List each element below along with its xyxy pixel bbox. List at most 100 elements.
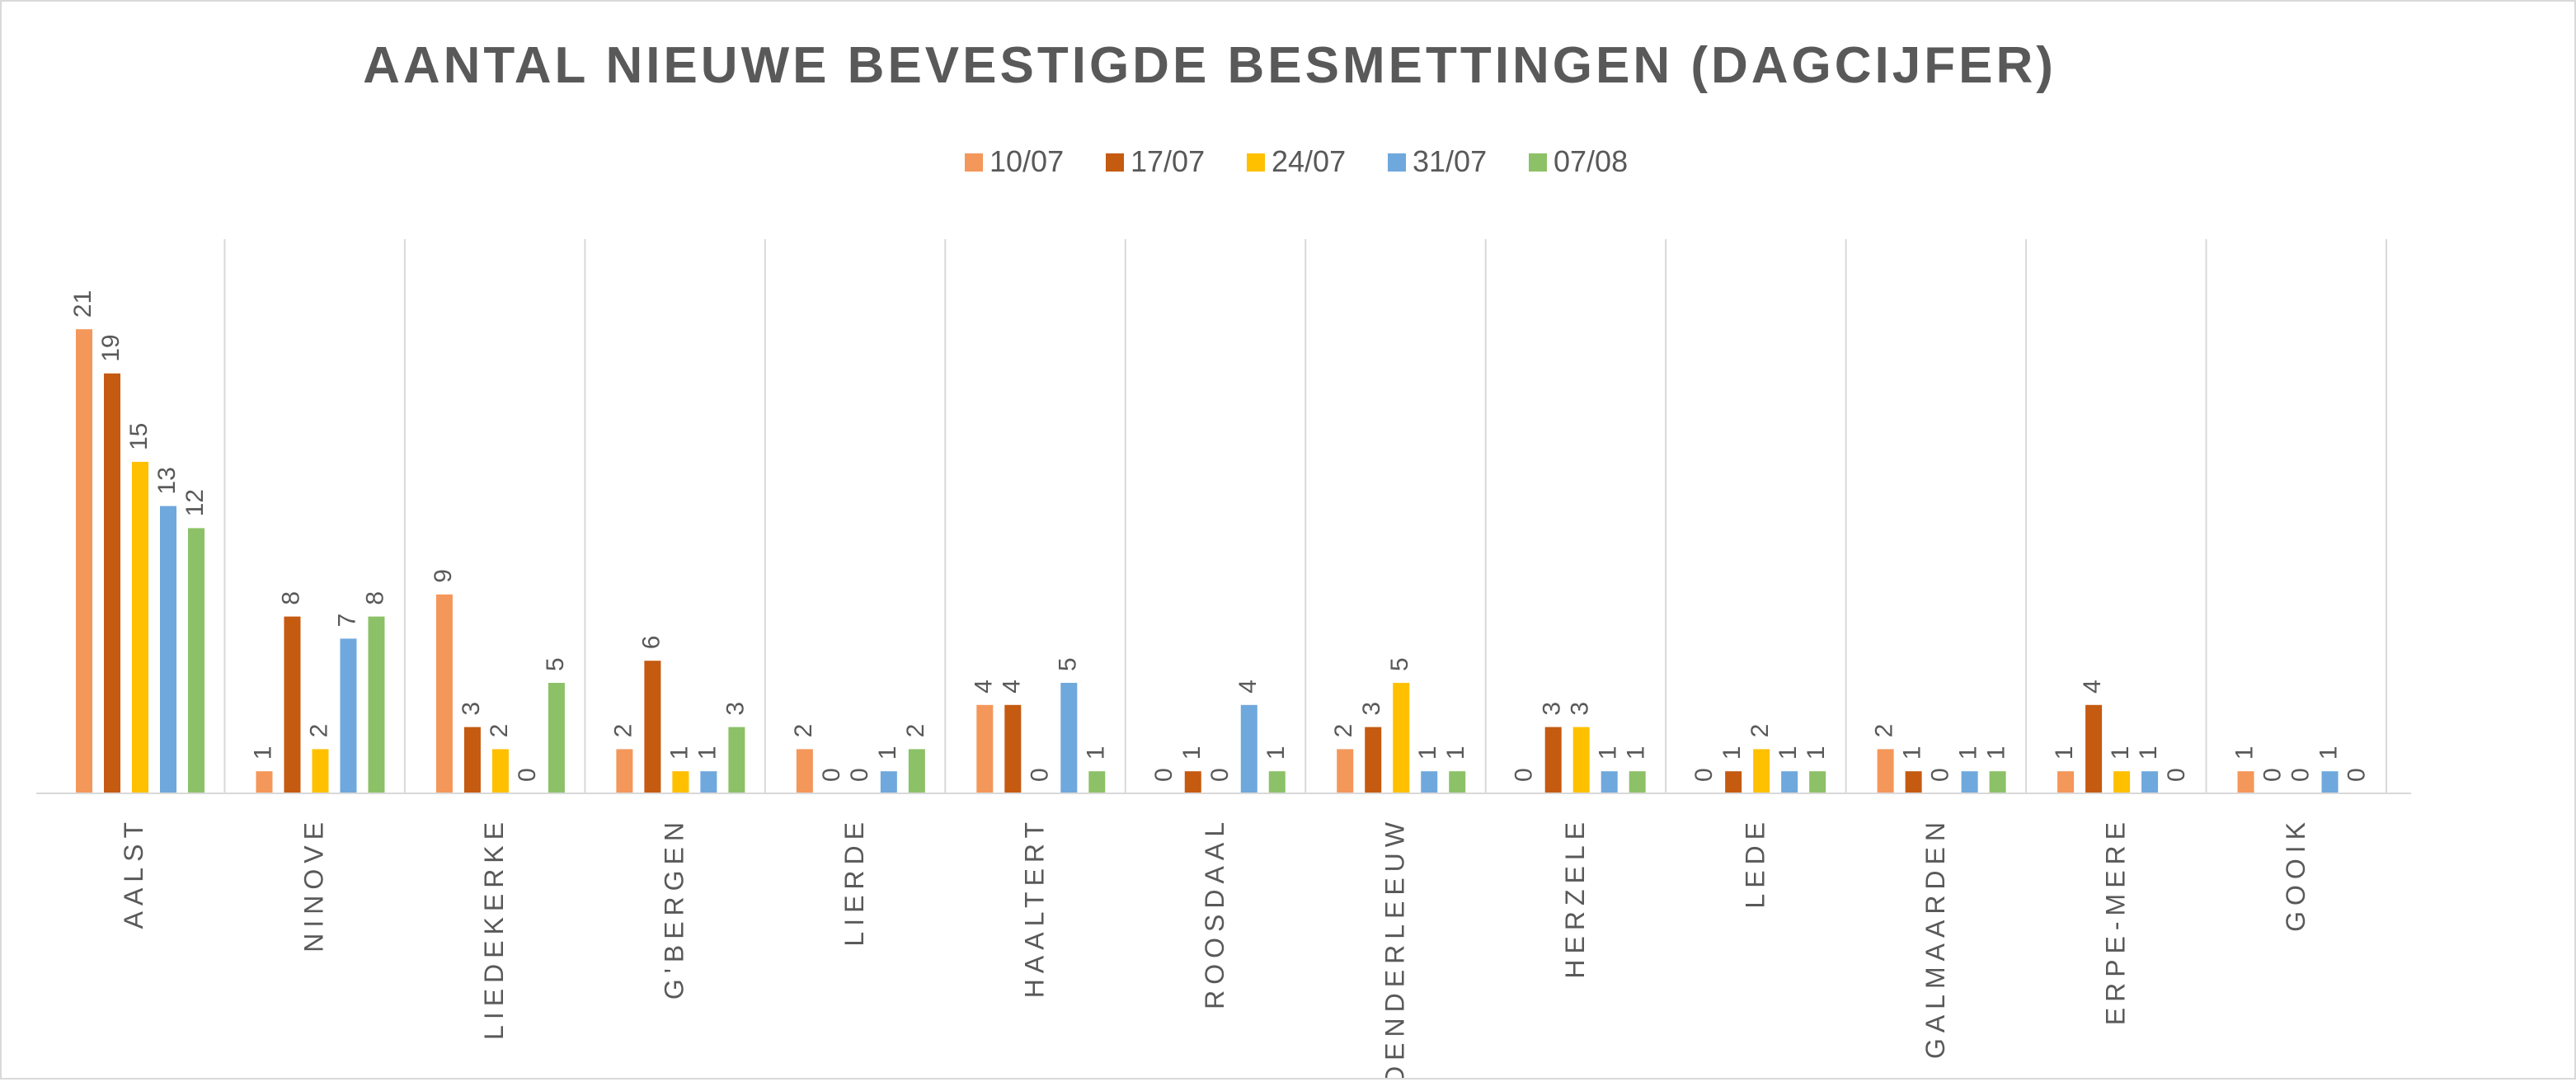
data-label-galmaarden-10-07: 2	[1871, 724, 1898, 738]
data-label-roosdaal-24-07: 0	[1206, 768, 1234, 782]
data-label-erpe-mere-17-07: 4	[2079, 680, 2106, 694]
data-label-gooik-07-08: 0	[2343, 768, 2371, 782]
data-label-lede-24-07: 2	[1746, 724, 1774, 738]
category-label-g-bergen: G'BERGEN	[660, 816, 689, 1000]
data-label-lierde-10-07: 2	[790, 724, 817, 738]
data-label-liedekerke-31-07: 0	[514, 768, 541, 782]
data-label-lede-10-07: 0	[1690, 768, 1718, 782]
bar-lierde-10-07	[796, 749, 813, 793]
data-label-denderleeuw-24-07: 5	[1386, 657, 1413, 671]
bar-haaltert-17-07	[1004, 704, 1022, 793]
data-label-g-bergen-17-07: 6	[637, 636, 665, 650]
category-label-haaltert: HAALTERT	[1020, 816, 1050, 998]
bar-erpe-mere-24-07	[2113, 771, 2131, 793]
bar-ninove-31-07	[340, 638, 357, 793]
bar-g-bergen-24-07	[672, 771, 689, 793]
data-label-galmaarden-07-08: 1	[1983, 746, 2010, 760]
data-label-roosdaal-31-07: 4	[1234, 680, 1262, 694]
data-label-liedekerke-17-07: 3	[458, 702, 485, 716]
data-label-herzele-10-07: 0	[1511, 768, 1538, 782]
bar-haaltert-10-07	[976, 704, 994, 793]
bar-haaltert-07-08	[1088, 771, 1106, 793]
bar-g-bergen-07-08	[728, 727, 745, 793]
bar-lede-31-07	[1781, 771, 1798, 793]
data-label-haaltert-17-07: 4	[998, 680, 1025, 694]
bar-lierde-07-08	[908, 749, 925, 793]
legend-label-31-07: 31/07	[1413, 144, 1487, 178]
legend-swatch-31-07	[1388, 153, 1406, 172]
data-label-roosdaal-10-07: 0	[1150, 768, 1178, 782]
legend: 10/07 17/07 24/07 31/07 07/08	[965, 144, 1628, 178]
legend-swatch-17-07	[1106, 153, 1124, 172]
legend-swatch-10-07	[965, 153, 983, 172]
bar-denderleeuw-07-08	[1449, 771, 1466, 793]
data-label-lierde-24-07: 0	[846, 768, 873, 782]
legend-label-07-08: 07/08	[1554, 144, 1628, 178]
data-label-erpe-mere-10-07: 1	[2051, 746, 2078, 760]
data-label-g-bergen-10-07: 2	[609, 724, 637, 738]
bar-aalst-07-08	[188, 528, 204, 793]
bar-haaltert-31-07	[1060, 683, 1078, 793]
bar-gooik-31-07	[2321, 771, 2339, 793]
category-label-erpe-mere: ERPE-MERE	[2100, 816, 2130, 1025]
data-label-herzele-07-08: 1	[1623, 746, 1650, 760]
data-label-aalst-24-07: 15	[125, 423, 153, 450]
data-label-aalst-07-08: 12	[181, 489, 209, 516]
data-label-liedekerke-24-07: 2	[486, 724, 513, 738]
bar-herzele-07-08	[1629, 771, 1646, 793]
bar-gooik-10-07	[2237, 771, 2254, 793]
data-label-ninove-10-07: 1	[249, 746, 276, 760]
category-label-aalst: AALST	[119, 816, 148, 929]
data-label-roosdaal-07-08: 1	[1262, 746, 1290, 760]
data-label-gooik-24-07: 0	[2287, 768, 2315, 782]
data-label-g-bergen-24-07: 1	[665, 746, 693, 760]
legend-label-10-07: 10/07	[990, 144, 1064, 178]
bar-aalst-24-07	[132, 462, 148, 793]
bar-denderleeuw-10-07	[1337, 749, 1354, 793]
bar-g-bergen-31-07	[700, 771, 717, 793]
data-label-aalst-31-07: 13	[153, 467, 181, 494]
data-label-lierde-07-08: 2	[902, 724, 929, 738]
bar-denderleeuw-24-07	[1393, 683, 1410, 793]
category-label-galmaarden: GALMAARDEN	[1920, 816, 1950, 1059]
bar-g-bergen-10-07	[616, 749, 633, 793]
bar-lede-24-07	[1753, 749, 1770, 793]
data-label-lede-07-08: 1	[1803, 746, 1830, 760]
data-label-liedekerke-10-07: 9	[430, 569, 457, 583]
category-label-roosdaal: ROOSDAAL	[1200, 816, 1229, 1009]
data-label-denderleeuw-31-07: 1	[1414, 746, 1441, 760]
data-label-aalst-17-07: 19	[97, 334, 125, 361]
bar-liedekerke-24-07	[491, 749, 509, 793]
data-label-erpe-mere-07-08: 0	[2163, 768, 2190, 782]
bar-roosdaal-31-07	[1240, 704, 1257, 793]
bar-galmaarden-07-08	[1989, 771, 2006, 793]
data-label-haaltert-10-07: 4	[970, 680, 997, 694]
data-label-lierde-31-07: 1	[874, 746, 901, 760]
category-separators	[223, 239, 2387, 793]
bar-erpe-mere-10-07	[2057, 771, 2075, 793]
chart-title: AANTAL NIEUWE BEVESTIGDE BESMETTINGEN (D…	[363, 37, 2057, 94]
data-label-herzele-24-07: 3	[1567, 702, 1594, 716]
data-label-galmaarden-31-07: 1	[1955, 746, 1982, 760]
data-label-denderleeuw-07-08: 1	[1442, 746, 1469, 760]
data-label-denderleeuw-10-07: 2	[1330, 724, 1357, 738]
data-label-galmaarden-17-07: 1	[1899, 746, 1926, 760]
data-label-liedekerke-07-08: 5	[542, 657, 569, 671]
bar-galmaarden-10-07	[1877, 749, 1894, 793]
data-label-g-bergen-07-08: 3	[722, 702, 749, 716]
data-label-gooik-17-07: 0	[2259, 768, 2287, 782]
data-label-denderleeuw-17-07: 3	[1358, 702, 1385, 716]
bars	[76, 329, 2339, 793]
bar-lierde-31-07	[880, 771, 897, 793]
bar-ninove-10-07	[256, 771, 273, 793]
bar-aalst-17-07	[104, 373, 120, 793]
data-label-aalst-10-07: 21	[69, 290, 96, 318]
data-label-g-bergen-31-07: 1	[693, 746, 721, 760]
category-label-lede: LEDE	[1740, 816, 1770, 909]
legend-swatch-24-07	[1247, 153, 1265, 172]
data-label-galmaarden-24-07: 0	[1927, 768, 1954, 782]
data-label-ninove-17-07: 8	[277, 591, 304, 605]
legend-label-17-07: 17/07	[1131, 144, 1205, 178]
